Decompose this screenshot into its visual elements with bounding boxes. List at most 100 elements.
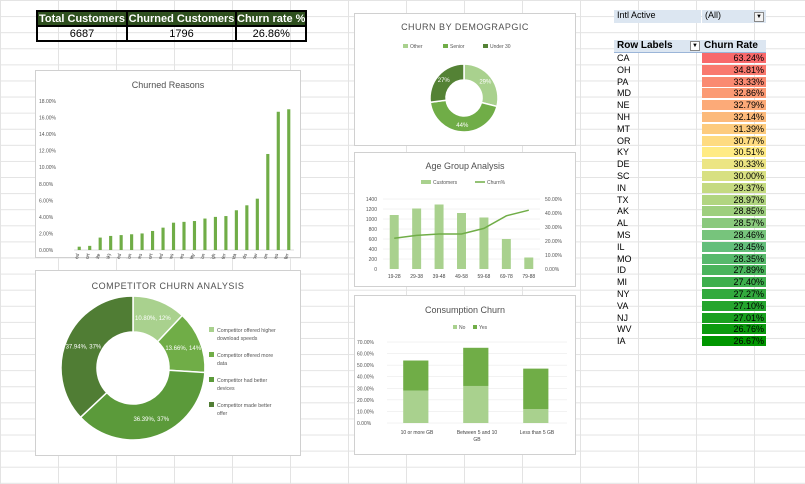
pivot-row[interactable]: VA 27.10% bbox=[614, 300, 766, 311]
bar bbox=[130, 234, 134, 250]
pivot-row[interactable]: OR 30.77% bbox=[614, 135, 766, 146]
pivot-row[interactable]: IA 26.67% bbox=[614, 336, 766, 347]
kpi-churned-value[interactable]: 1796 bbox=[126, 25, 237, 42]
pivot-state-label: CA bbox=[617, 53, 630, 63]
pivot-filter-dropdown[interactable]: (All) ▼ bbox=[702, 10, 766, 23]
pivot-row[interactable]: MI 27.40% bbox=[614, 277, 766, 288]
bar bbox=[523, 409, 549, 423]
pivot-row[interactable]: TX 28.97% bbox=[614, 194, 766, 205]
bar bbox=[287, 109, 291, 251]
filter-icon[interactable]: ▼ bbox=[690, 41, 700, 51]
pivot-row[interactable]: MD 32.86% bbox=[614, 88, 766, 99]
churned-reasons-chart[interactable]: Churned Reasons 0.00% 2.00% 4.00% 6.00% 8.00… bbox=[35, 70, 301, 259]
pivot-state-label: MS bbox=[617, 230, 631, 240]
legend-label: Competitor offered higher bbox=[217, 328, 276, 334]
legend-label: data bbox=[217, 361, 227, 367]
pivot-row[interactable]: NH 32.14% bbox=[614, 112, 766, 122]
y-tick-label: 0.00% bbox=[357, 421, 372, 427]
y2-tick-label: 0.00% bbox=[545, 267, 560, 273]
kpi-rate-value[interactable]: 26.86% bbox=[234, 25, 308, 42]
pivot-row[interactable]: MO 28.35% bbox=[614, 253, 766, 264]
kpi-header-total[interactable]: Total Customers bbox=[36, 10, 128, 27]
bar bbox=[255, 198, 259, 250]
pivot-row[interactable]: AK 28.85% bbox=[614, 206, 766, 217]
bar bbox=[77, 246, 81, 250]
consumption-chart[interactable]: Consumption Churn No Yes 0.00% 10.00% 20.00%… bbox=[354, 295, 576, 455]
y-tick-label: 400 bbox=[369, 247, 378, 253]
pivot-churn-rate-value: 26.67% bbox=[702, 336, 766, 347]
competitor-data-label: 13.66%, 14% bbox=[165, 346, 201, 352]
y-tick-label: 12.00% bbox=[39, 149, 57, 155]
legend-label: Yes bbox=[479, 325, 488, 331]
pivot-row[interactable]: SC 30.00% bbox=[614, 171, 766, 181]
x-tick-label: 19-28 bbox=[388, 274, 401, 280]
pivot-row[interactable]: IN 29.37% bbox=[614, 182, 766, 193]
demographic-data-label: 29% bbox=[479, 79, 492, 85]
pivot-row[interactable]: NE 32.79% bbox=[614, 100, 766, 111]
pivot-churn-rate-value: 27.10% bbox=[702, 300, 766, 311]
pivot-row[interactable]: OH 34.81% bbox=[614, 64, 766, 75]
y2-tick-label: 50.00% bbox=[545, 197, 563, 203]
y-tick-label: 20.00% bbox=[357, 398, 375, 404]
pivot-row[interactable]: WV 26.76% bbox=[614, 324, 766, 335]
legend-swatch bbox=[483, 44, 488, 48]
pivot-churn-rate-value: 34.81% bbox=[702, 64, 766, 75]
legend-swatch bbox=[443, 44, 448, 48]
legend-label: Other bbox=[410, 44, 423, 50]
y-tick-label: 18.00% bbox=[39, 99, 57, 105]
competitor-chart[interactable]: COMPETITOR CHURN ANALYSIS 10.80%, 12% 13.… bbox=[35, 270, 301, 456]
bar bbox=[403, 360, 429, 391]
pivot-header-row: Row Labels ▼ Churn Rate bbox=[614, 40, 766, 53]
y-tick-label: 10.00% bbox=[39, 165, 57, 171]
bar bbox=[192, 221, 197, 250]
chevron-down-icon[interactable]: ▼ bbox=[754, 12, 764, 22]
age-group-chart[interactable]: Age Group Analysis Customers Churn% 0 200 40… bbox=[354, 152, 576, 287]
pivot-row[interactable]: PA 33.33% bbox=[614, 76, 766, 87]
pivot-churn-rate-value: 33.33% bbox=[702, 76, 766, 87]
pivot-row[interactable]: CA 63.24% bbox=[614, 53, 766, 63]
pivot-churn-rate-value: 30.33% bbox=[702, 159, 766, 170]
legend-swatch bbox=[403, 44, 408, 48]
y-tick-label: 1200 bbox=[366, 207, 377, 213]
legend-swatch bbox=[453, 325, 457, 329]
pivot-row[interactable]: AL 28.57% bbox=[614, 218, 766, 229]
demographic-data-label: 44% bbox=[456, 123, 469, 129]
pivot-churn-rate-value: 28.97% bbox=[702, 194, 766, 205]
pivot-row[interactable]: DE 30.33% bbox=[614, 159, 766, 170]
y2-tick-label: 10.00% bbox=[545, 253, 563, 259]
pivot-state-label: NJ bbox=[617, 312, 628, 323]
pivot-row[interactable]: ID 27.89% bbox=[614, 265, 766, 276]
bar bbox=[389, 215, 399, 269]
pivot-state-label: DE bbox=[617, 159, 630, 170]
pivot-churn-rate-value: 32.14% bbox=[702, 112, 766, 122]
pivot-churn-rate-value: 28.57% bbox=[702, 218, 766, 229]
pivot-row[interactable]: KY 30.51% bbox=[614, 147, 766, 158]
y2-tick-label: 40.00% bbox=[545, 211, 563, 217]
legend-swatch bbox=[209, 402, 214, 407]
kpi-header-churned[interactable]: Churned Customers bbox=[126, 10, 237, 27]
pivot-row[interactable]: NJ 27.01% bbox=[614, 312, 766, 323]
kpi-total-value[interactable]: 6687 bbox=[36, 25, 128, 42]
legend-label: Under 30 bbox=[490, 44, 511, 50]
bar bbox=[151, 230, 155, 250]
pivot-state-label: IA bbox=[617, 336, 626, 347]
pivot-row[interactable]: IL 28.45% bbox=[614, 241, 766, 252]
y-tick-label: 800 bbox=[369, 227, 378, 233]
y-tick-label: 600 bbox=[369, 237, 378, 243]
x-tick-label: 10 or more GB bbox=[401, 430, 434, 436]
demographic-chart[interactable]: CHURN BY DEMOGRAPGIC Other Senior Under 30… bbox=[354, 13, 576, 146]
kpi-header-rate[interactable]: Churn rate % bbox=[234, 10, 308, 27]
pivot-row[interactable]: NY 27.27% bbox=[614, 289, 766, 299]
row-labels-header: Row Labels bbox=[617, 40, 673, 51]
pivot-row[interactable]: MS 28.46% bbox=[614, 230, 766, 240]
y-tick-label: 60.00% bbox=[357, 352, 375, 358]
pivot-row[interactable]: MT 31.39% bbox=[614, 123, 766, 134]
y-tick-label: 4.00% bbox=[39, 215, 54, 221]
pivot-churn-rate-value: 28.46% bbox=[702, 230, 766, 240]
y-tick-label: 16.00% bbox=[39, 116, 57, 122]
y-tick-label: 1000 bbox=[366, 217, 377, 223]
pivot-state-label: MI bbox=[617, 277, 627, 288]
pivot-churn-rate-value: 26.76% bbox=[702, 324, 766, 335]
x-tick-label: Deceased bbox=[70, 253, 81, 259]
pivot-churn-rate-value: 31.39% bbox=[702, 123, 766, 134]
